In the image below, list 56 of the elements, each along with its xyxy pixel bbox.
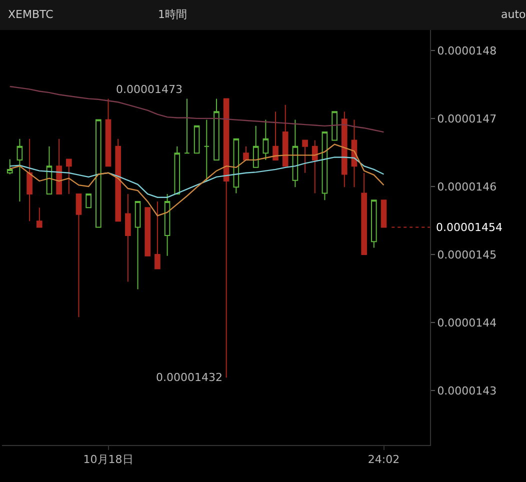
candlestick (332, 111, 338, 141)
candlestick (322, 132, 328, 201)
candlestick (76, 193, 82, 318)
line-series (9, 86, 384, 133)
candlestick (66, 158, 72, 194)
candlestick (154, 200, 160, 270)
candlestick (233, 138, 240, 194)
candlestick (96, 119, 102, 228)
line-series (9, 156, 384, 198)
candlestick (164, 193, 170, 256)
candlestick (341, 111, 348, 188)
candlestick (194, 125, 200, 154)
candlestick (26, 138, 32, 222)
candlestick (223, 98, 230, 378)
candlestick (371, 200, 377, 248)
chart-title: XEMBTC (8, 8, 54, 21)
candlestick (312, 140, 318, 194)
candlestick (361, 172, 367, 256)
candlestick (105, 98, 112, 167)
x-tick-label: 24:02 (368, 453, 400, 466)
text: auto (501, 8, 526, 21)
candlestick (262, 119, 269, 160)
line-series (9, 144, 384, 216)
candlestick (204, 119, 210, 182)
candlestick (252, 125, 259, 168)
annotation: 0.00001473 (116, 83, 182, 96)
candlestick (272, 111, 278, 160)
candlestick (351, 119, 358, 188)
x-tick-label: 10月18日 (83, 453, 134, 466)
y-tick-label: 0.0000143 (437, 384, 497, 398)
candlestick (56, 138, 62, 194)
y-tick-label: 0.0000145 (437, 248, 497, 262)
candlestick (144, 207, 151, 256)
candlestick (6, 158, 13, 175)
candlestick (16, 138, 23, 202)
y-tick-label: 0.0000144 (437, 316, 497, 330)
candlestick (302, 140, 308, 174)
y-tick-label: 0.0000148 (437, 44, 497, 58)
candlestick (36, 207, 42, 228)
candlestick (125, 193, 131, 282)
candlestick (184, 98, 190, 154)
annotation: 0.00001432 (156, 371, 222, 384)
candlestick (214, 98, 220, 160)
candlestick (243, 146, 249, 160)
candlestick (46, 146, 52, 194)
text: 1時間 (158, 8, 187, 21)
y-tick-label: 0.0000147 (437, 112, 497, 126)
candlestick (292, 119, 298, 188)
candlestick (174, 146, 180, 194)
candlestick (134, 200, 141, 290)
candlestick (282, 104, 288, 167)
candlestick (86, 193, 92, 208)
candlestick (380, 200, 387, 228)
ref-line-label: 0.00001454 (436, 221, 502, 234)
candlestick (115, 138, 122, 222)
y-tick-label: 0.0000146 (437, 180, 497, 194)
